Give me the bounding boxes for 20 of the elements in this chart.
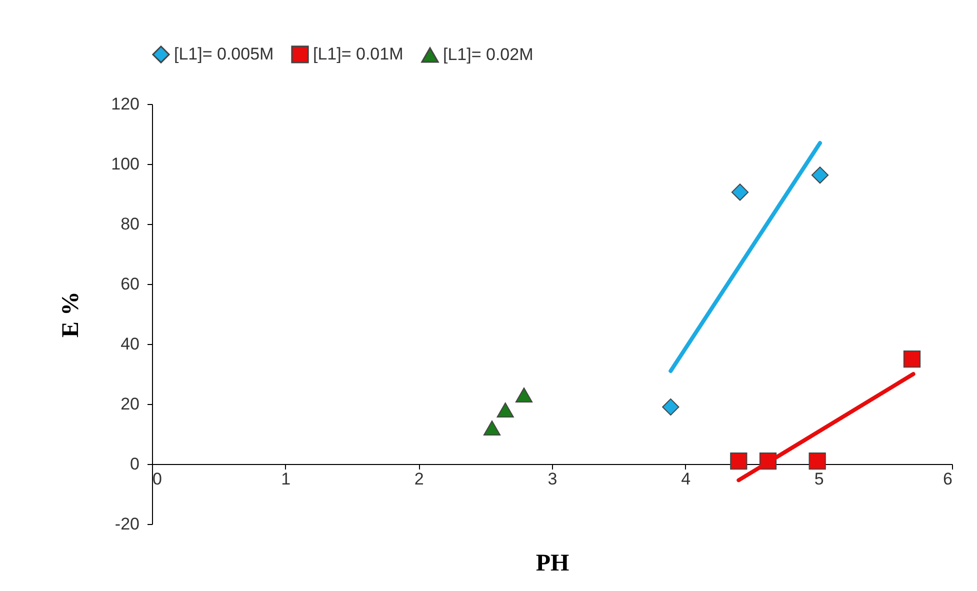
- x-tick-label: 4: [681, 470, 691, 488]
- x-tick-label: 0: [152, 470, 162, 488]
- legend-label: [L1]= 0.01M: [313, 44, 404, 64]
- y-tick-label: 100: [111, 154, 140, 174]
- y-tick-label: 20: [120, 394, 140, 414]
- legend-label: [L1]= 0.005M: [174, 44, 274, 64]
- x-tick-label: 2: [414, 470, 424, 488]
- x-tick-label: 5: [814, 470, 824, 488]
- legend-label: [L1]= 0.02M: [443, 45, 534, 64]
- y-tick-label: 80: [120, 214, 140, 234]
- y-tick-label: 60: [120, 274, 140, 294]
- y-tick-label: 0: [130, 454, 140, 474]
- y-tick-label: -20: [114, 514, 140, 534]
- x-tick-label: 6: [943, 470, 952, 488]
- y-axis-title: E %: [58, 291, 84, 338]
- x-tick-label: 1: [281, 470, 291, 488]
- x-axis-title: PH: [536, 550, 570, 576]
- x-tick-label: 3: [548, 470, 558, 488]
- y-tick-label: 40: [120, 334, 140, 354]
- y-tick-label: 120: [111, 94, 140, 114]
